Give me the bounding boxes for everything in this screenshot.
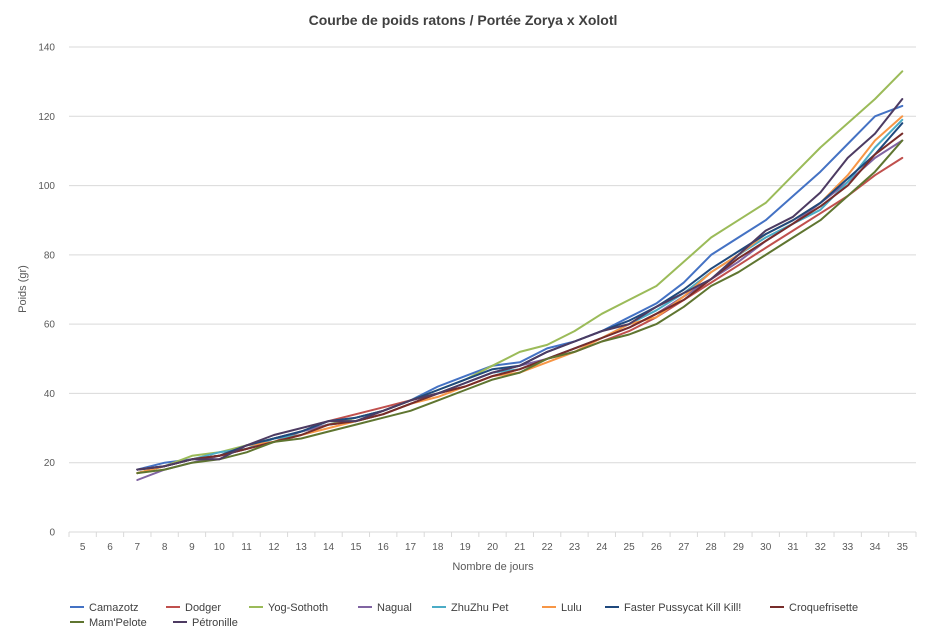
x-tick-label: 27 [678, 542, 690, 553]
legend-label: ZhuZhu Pet [451, 602, 508, 614]
series-line-9 [136, 98, 904, 471]
legend-item: Dodger [166, 602, 221, 614]
y-tick-label: 120 [38, 112, 55, 123]
x-tick-label: 33 [842, 542, 854, 553]
x-tick-label: 7 [135, 542, 141, 553]
x-tick-label: 6 [107, 542, 113, 553]
legend-label: Croquefrisette [789, 602, 858, 614]
legend-label: Pétronille [192, 617, 238, 629]
x-tick-label: 26 [651, 542, 663, 553]
series-lines [136, 70, 904, 481]
series-line-8 [136, 139, 904, 475]
legend-item: Pétronille [173, 617, 238, 629]
series-line-4 [136, 118, 904, 471]
x-tick-label: 5 [80, 542, 86, 553]
series-line-6 [136, 122, 904, 471]
y-tick-label: 140 [38, 43, 55, 54]
x-tick-label: 22 [542, 542, 554, 553]
x-tick-label: 28 [706, 542, 718, 553]
x-tick-label: 12 [268, 542, 280, 553]
legend-label: Dodger [185, 602, 221, 614]
x-tick-label: 25 [624, 542, 636, 553]
legend-label: Faster Pussycat Kill Kill! [624, 602, 741, 614]
x-tick-label: 17 [405, 542, 417, 553]
legend-item: Faster Pussycat Kill Kill! [605, 602, 741, 614]
legend-item: Croquefrisette [770, 602, 858, 614]
x-tick-label: 21 [514, 542, 526, 553]
legend: Camazotz Dodger Yog-Sothoth Nagual ZhuZhu Pe… [70, 602, 858, 629]
legend-item: Yog-Sothoth [249, 602, 328, 614]
x-tick-label: 23 [569, 542, 581, 553]
x-tick-label: 20 [487, 542, 499, 553]
y-tick-label: 60 [44, 320, 56, 331]
x-tick-label: 19 [460, 542, 472, 553]
series-line-0 [136, 104, 904, 471]
legend-item: Camazotz [70, 602, 139, 614]
x-tick-label: 15 [350, 542, 362, 553]
y-tick-label: 100 [38, 181, 55, 192]
legend-label: Lulu [561, 602, 582, 614]
chart-title: Courbe de poids ratons / Portée Zorya x … [309, 12, 618, 28]
y-axis-label: Poids (gr) [17, 265, 29, 313]
x-axis-label: Nombre de jours [452, 561, 534, 573]
y-tick-label: 80 [44, 250, 56, 261]
y-tick-label: 20 [44, 458, 56, 469]
x-tick-label: 29 [733, 542, 745, 553]
x-tick-label: 32 [815, 542, 827, 553]
y-tick-label: 40 [44, 389, 56, 400]
legend-label: Nagual [377, 602, 412, 614]
series-line-5 [136, 115, 904, 475]
gridlines [69, 46, 916, 464]
series-line-2 [136, 70, 904, 475]
series-line-1 [136, 156, 904, 475]
x-tick-label: 11 [241, 542, 252, 553]
x-tick-label: 34 [869, 542, 881, 553]
legend-item: Mam'Pelote [70, 617, 147, 629]
x-tick-label: 16 [378, 542, 390, 553]
legend-label: Mam'Pelote [89, 617, 147, 629]
x-tick-label: 9 [189, 542, 195, 553]
x-axis-ticks: 5 6 7 8 9 10 11 12 13 14 15 16 17 18 19 20 21 22 23 24 25 26 2… [68, 532, 917, 553]
x-tick-label: 18 [432, 542, 444, 553]
series-line-7 [136, 132, 904, 471]
x-tick-label: 13 [296, 542, 308, 553]
legend-item: ZhuZhu Pet [432, 602, 508, 614]
legend-item: Lulu [542, 602, 582, 614]
x-tick-label: 8 [162, 542, 168, 553]
y-axis-ticks: 0 20 40 60 80 100 120 140 [38, 43, 55, 539]
legend-label: Yog-Sothoth [268, 602, 328, 614]
x-tick-label: 31 [787, 542, 799, 553]
y-tick-label: 0 [49, 528, 55, 539]
x-tick-label: 24 [596, 542, 608, 553]
x-tick-label: 10 [214, 542, 226, 553]
x-tick-label: 14 [323, 542, 335, 553]
series-line-3 [136, 139, 904, 481]
legend-label: Camazotz [89, 602, 139, 614]
x-tick-label: 35 [897, 542, 909, 553]
x-tick-label: 30 [760, 542, 772, 553]
legend-item: Nagual [358, 602, 412, 614]
